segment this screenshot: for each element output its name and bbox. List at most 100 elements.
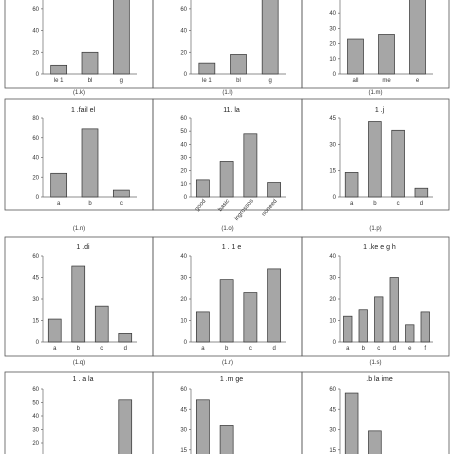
y-tick-label: 15 <box>180 448 187 454</box>
bar-c <box>243 292 258 343</box>
y-tick-label: 30 <box>32 428 39 434</box>
y-tick-label: 60 <box>32 136 39 142</box>
y-tick-label: 20 <box>180 169 187 175</box>
bar-f <box>420 311 430 343</box>
x-tick-label: basic <box>218 198 232 213</box>
y-tick-label: 30 <box>180 276 187 282</box>
y-tick-label: 60 <box>32 387 39 393</box>
y-tick-label: 0 <box>36 340 40 346</box>
y-tick-label: 40 <box>329 254 336 260</box>
panel-caption: (1.n) <box>73 226 85 232</box>
chart-panel-n: (1.n) 1 .fail el 0 20 40 60 80 a b c <box>4 98 154 232</box>
x-tick-label: a <box>346 346 350 352</box>
x-tick-label: bl <box>88 78 93 84</box>
x-tick-label: e <box>408 346 412 352</box>
x-tick-label: c <box>397 201 400 207</box>
chart-title: 1 .fail el <box>71 107 96 114</box>
chart-title: 11. la <box>223 107 240 114</box>
x-tick-label: a <box>201 346 205 352</box>
y-tick-label: 15 <box>329 448 336 454</box>
y-tick-label: 60 <box>180 7 187 13</box>
bar-g <box>112 0 130 75</box>
x-tick-label: b <box>225 346 229 352</box>
y-tick-label: 20 <box>180 297 187 303</box>
bar-b <box>368 121 382 198</box>
bar-me <box>378 34 395 75</box>
bar-noneed <box>267 182 282 198</box>
y-tick-label: 50 <box>180 129 187 135</box>
x-tick-label: c <box>377 346 380 352</box>
y-tick-label: 0 <box>36 72 40 78</box>
bar-a <box>195 399 210 454</box>
y-tick-label: 40 <box>32 414 39 420</box>
bar-le-1 <box>198 62 216 75</box>
bar-a <box>50 172 68 198</box>
y-tick-label: 30 <box>180 428 187 434</box>
y-tick-label: 0 <box>184 72 188 78</box>
bar-a <box>195 311 210 343</box>
chart-title: .b la ime <box>366 376 393 383</box>
chart-panel-s: (1.s) 1 .ke e g h 0 10 20 30 40 a b c d e f <box>301 236 450 366</box>
bar-b <box>368 430 382 454</box>
y-tick-label: 20 <box>329 297 336 303</box>
x-tick-label: b <box>373 201 377 207</box>
panel-frame <box>301 0 450 89</box>
y-tick-label: 10 <box>329 319 336 325</box>
y-tick-label: 40 <box>180 254 187 260</box>
y-tick-label: 40 <box>329 11 336 17</box>
y-tick-label: 0 <box>333 72 337 78</box>
chart-title: 1 .di <box>76 244 90 251</box>
bar-d <box>267 268 282 343</box>
y-tick-label: 30 <box>329 428 336 434</box>
y-tick-label: 30 <box>329 276 336 282</box>
x-tick-label: e <box>416 78 420 84</box>
bar-good <box>195 179 210 198</box>
chart-panel-k: (1.k) 0 20 40 60 le 1 bl g <box>4 0 154 96</box>
y-tick-label: 15 <box>32 319 39 325</box>
y-tick-label: 10 <box>329 57 336 63</box>
x-tick-label: good <box>194 198 207 212</box>
chart-panel-r: (1.r) 1 . 1 e 0 10 20 30 40 a b c d <box>152 236 303 366</box>
chart-panel-v: .b la ime 15 30 45 60 <box>301 371 450 454</box>
panel-caption: (1.o) <box>221 226 233 232</box>
bar-c <box>391 129 405 198</box>
y-tick-label: 60 <box>180 387 187 393</box>
y-tick-label: 0 <box>184 195 188 201</box>
bar-d <box>118 333 133 343</box>
y-tick-label: 40 <box>180 142 187 148</box>
y-tick-label: 45 <box>329 407 336 413</box>
bar-a <box>344 392 359 454</box>
panel-frame <box>301 98 450 211</box>
y-tick-label: 80 <box>32 116 39 122</box>
bar-le-1 <box>50 64 68 75</box>
panel-caption: (1.k) <box>73 90 85 96</box>
x-tick-label: d <box>420 201 423 207</box>
bar-b <box>219 425 234 454</box>
bar-b <box>71 265 86 343</box>
panel-caption: (1.p) <box>369 226 381 232</box>
bar-e <box>405 324 415 343</box>
y-tick-label: 30 <box>32 297 39 303</box>
x-tick-label: a <box>350 201 354 207</box>
bar-g <box>261 0 279 75</box>
bar-c <box>112 189 130 198</box>
y-tick-label: 0 <box>333 340 337 346</box>
y-tick-label: 0 <box>333 195 337 201</box>
y-tick-label: 60 <box>329 387 336 393</box>
y-tick-label: 0 <box>184 340 188 346</box>
y-tick-label: 20 <box>32 441 39 447</box>
panel-frame <box>4 98 154 211</box>
x-tick-label: le 1 <box>202 78 212 84</box>
bar-e <box>409 0 426 75</box>
x-tick-label: b <box>362 346 366 352</box>
chart-title: 1 .m ge <box>220 376 243 383</box>
y-tick-label: 45 <box>329 116 336 122</box>
panel-frame <box>301 236 450 357</box>
y-tick-label: 45 <box>180 407 187 413</box>
bar-d <box>389 277 399 343</box>
y-tick-label: 60 <box>32 254 39 260</box>
x-tick-label: g <box>268 78 271 84</box>
chart-title: 1 .ke e g h <box>363 244 396 251</box>
y-tick-label: 50 <box>32 401 39 407</box>
x-tick-label: f <box>424 346 426 352</box>
